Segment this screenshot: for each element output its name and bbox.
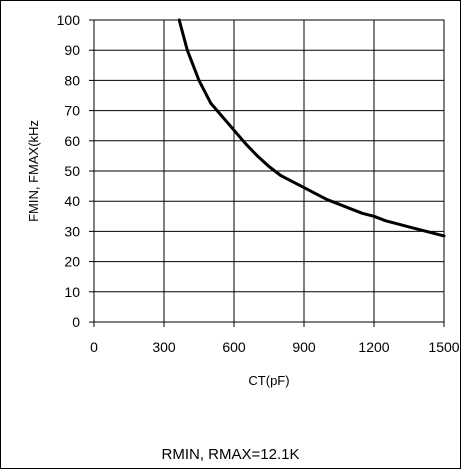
y-tick-label: 0 xyxy=(72,314,80,330)
x-tick-label: 900 xyxy=(292,339,316,355)
chart-svg: 0 300 600 900 1200 1500 0 10 20 30 40 50 60 70 80 90 100… xyxy=(26,12,460,388)
y-tick-label: 90 xyxy=(64,42,80,58)
x-tick-label: 600 xyxy=(222,339,246,355)
y-tick-label: 100 xyxy=(57,12,81,28)
series-line xyxy=(177,18,446,238)
y-tick-label: 20 xyxy=(64,254,80,270)
footnote: RMIN, RMAX=12.1K xyxy=(161,446,300,463)
y-tick-label: 30 xyxy=(64,223,80,239)
y-tick-label: 60 xyxy=(64,133,80,149)
axis-ticks xyxy=(89,19,445,327)
x-tick-label: 1500 xyxy=(428,339,459,355)
grid xyxy=(94,20,444,322)
y-tick-label: 10 xyxy=(64,284,80,300)
y-axis-title: FMIN, FMAX(kHz xyxy=(26,120,41,222)
x-axis-title: CT(pF) xyxy=(248,373,289,388)
y-tick-label: 70 xyxy=(64,103,80,119)
x-tick-label: 1200 xyxy=(358,339,389,355)
x-tick-label: 300 xyxy=(152,339,176,355)
y-tick-label: 80 xyxy=(64,72,80,88)
tick-labels: 0 300 600 900 1200 1500 0 10 20 30 40 50 60 70 80 90 100 xyxy=(57,12,460,355)
x-tick-label: 0 xyxy=(90,339,98,355)
series-group xyxy=(177,18,446,238)
y-tick-label: 40 xyxy=(64,193,80,209)
y-tick-label: 50 xyxy=(64,163,80,179)
